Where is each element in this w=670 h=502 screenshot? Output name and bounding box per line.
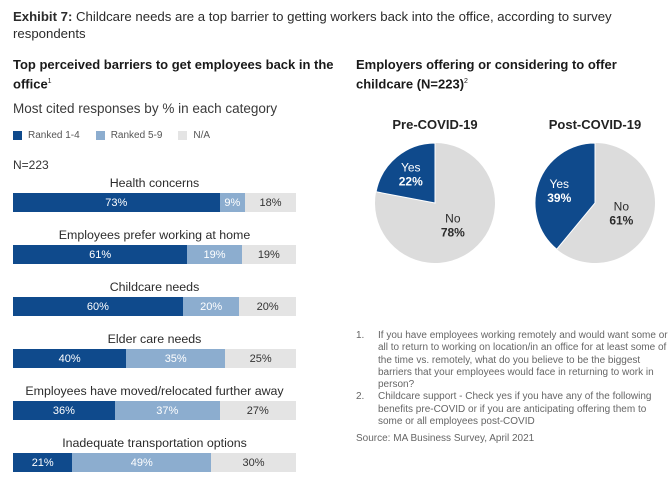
pie-slice-no [556,143,655,263]
bar-segment-value: 27% [246,404,269,417]
footnote-2-number: 2. [356,391,365,403]
sample-size-label: N=223 [13,158,49,172]
bar-segment-ranked-5-9: 9% [219,193,246,212]
footnote-1-text: If you have employees working remotely a… [378,330,668,391]
pie-title-pre-covid: Pre-COVID-19 [392,117,478,132]
stacked-bar: 40% 35% 25% [13,349,296,368]
legend-label-ranked-1-4: Ranked 1-4 [28,130,80,141]
footnote-2: 2. Childcare support - Check yes if you … [356,391,668,428]
bar-segment-value: 37% [156,404,179,417]
left-panel-subtitle: Most cited responses by % in each catego… [13,101,278,116]
stacked-bar: 73% 9% 18% [13,193,296,212]
bar-segment-value: 73% [105,196,128,209]
bar-segment-value: 30% [242,456,265,469]
bar-segment-value: 9% [224,196,241,209]
bar-segment-na: 18% [245,193,296,212]
bar-segment-value: 61% [89,248,112,261]
legend-swatch-na [178,131,188,140]
bar-segment-ranked-1-4: 73% [13,193,220,212]
barrier-label: Elder care needs [107,332,202,346]
bar-segment-value: 40% [58,352,81,365]
legend-item-na: N/A [178,130,210,141]
right-panel-title-footnote: 2 [464,78,468,85]
bar-segment-value: 19% [203,248,226,261]
bar-segment-value: 25% [249,352,272,365]
bar-segment-ranked-1-4: 40% [13,349,127,368]
pie-label-yes: Yes [401,161,421,175]
pie-value-yes: 22% [399,175,423,189]
bar-segment-value: 36% [52,404,75,417]
right-panel-title: Employers offering or considering to off… [356,56,666,92]
legend-label-ranked-5-9: Ranked 5-9 [110,130,163,141]
exhibit-title-text: Childcare needs are a top barrier to get… [13,9,612,41]
exhibit-title: Exhibit 7: Childcare needs are a top bar… [13,8,653,42]
bar-segment-value: 18% [259,196,282,209]
legend-item-ranked-1-4: Ranked 1-4 [13,130,80,141]
bar-segment-na: 20% [239,297,296,316]
footnote-1-number: 1. [356,330,365,341]
bar-segment-na: 19% [241,245,296,264]
bar-segment-ranked-5-9: 37% [114,401,220,420]
bar-segment-value: 49% [130,456,153,469]
left-panel-title-text: Top perceived barriers to get employees … [13,57,334,92]
bar-segment-value: 20% [200,300,223,313]
bar-segment-value: 19% [257,248,280,261]
bar-segment-ranked-5-9: 20% [182,297,240,316]
pie-title-post-covid: Post-COVID-19 [548,117,642,132]
pie-label-no: No [445,212,461,226]
pie-slice-yes [534,142,596,250]
pie-value-yes: 39% [547,191,571,205]
barrier-label: Inadequate transportation options [62,436,247,450]
bar-segment-value: 20% [256,300,279,313]
stacked-bar: 36% 37% 27% [13,401,296,420]
pie-value-no: 78% [441,226,465,240]
exhibit-label: Exhibit 7: [13,9,73,24]
pie-value-no: 61% [609,213,633,227]
footnotes: 1. If you have employees working remotel… [356,330,668,428]
barrier-label: Employees have moved/relocated further a… [25,384,284,398]
footnote-2-text: Childcare support - Check yes if you hav… [378,391,652,428]
bar-segment-ranked-1-4: 21% [13,453,73,472]
stacked-bar: 61% 19% 19% [13,245,296,264]
right-panel-title-text: Employers offering or considering to off… [356,57,617,92]
bar-segment-na: 30% [211,453,296,472]
bar-segment-ranked-1-4: 61% [13,245,188,264]
bar-segment-value: 60% [86,300,109,313]
legend-swatch-ranked-1-4 [13,131,22,140]
bar-segment-ranked-5-9: 49% [72,453,212,472]
source-note: Source: MA Business Survey, April 2021 [356,433,535,444]
bar-segment-na: 27% [219,401,296,420]
barrier-label: Childcare needs [109,280,200,294]
pie-slice-yes [375,142,436,204]
left-panel-title: Top perceived barriers to get employees … [13,56,343,92]
bar-legend: Ranked 1-4 Ranked 5-9 N/A [13,130,226,141]
bar-segment-ranked-1-4: 36% [13,401,115,420]
left-panel-title-footnote: 1 [47,78,52,85]
footnote-1: 1. If you have employees working remotel… [356,330,668,391]
bar-segment-value: 35% [164,352,187,365]
stacked-bar: 21% 49% 30% [13,453,296,472]
barrier-label: Employees prefer working at home [58,228,251,242]
bar-segment-na: 25% [225,349,296,368]
pie-label-no: No [614,199,630,213]
bar-segment-ranked-5-9: 19% [187,245,242,264]
legend-label-na: N/A [193,130,211,141]
pie-label-yes: Yes [549,177,569,191]
stacked-bar: 60% 20% 20% [13,297,296,316]
barrier-label: Health concerns [109,176,200,190]
bar-segment-ranked-5-9: 35% [126,349,226,368]
legend-item-ranked-5-9: Ranked 5-9 [95,130,163,141]
bar-segment-ranked-1-4: 60% [13,297,183,316]
bar-segment-value: 21% [31,456,54,469]
legend-swatch-ranked-5-9 [95,131,105,140]
